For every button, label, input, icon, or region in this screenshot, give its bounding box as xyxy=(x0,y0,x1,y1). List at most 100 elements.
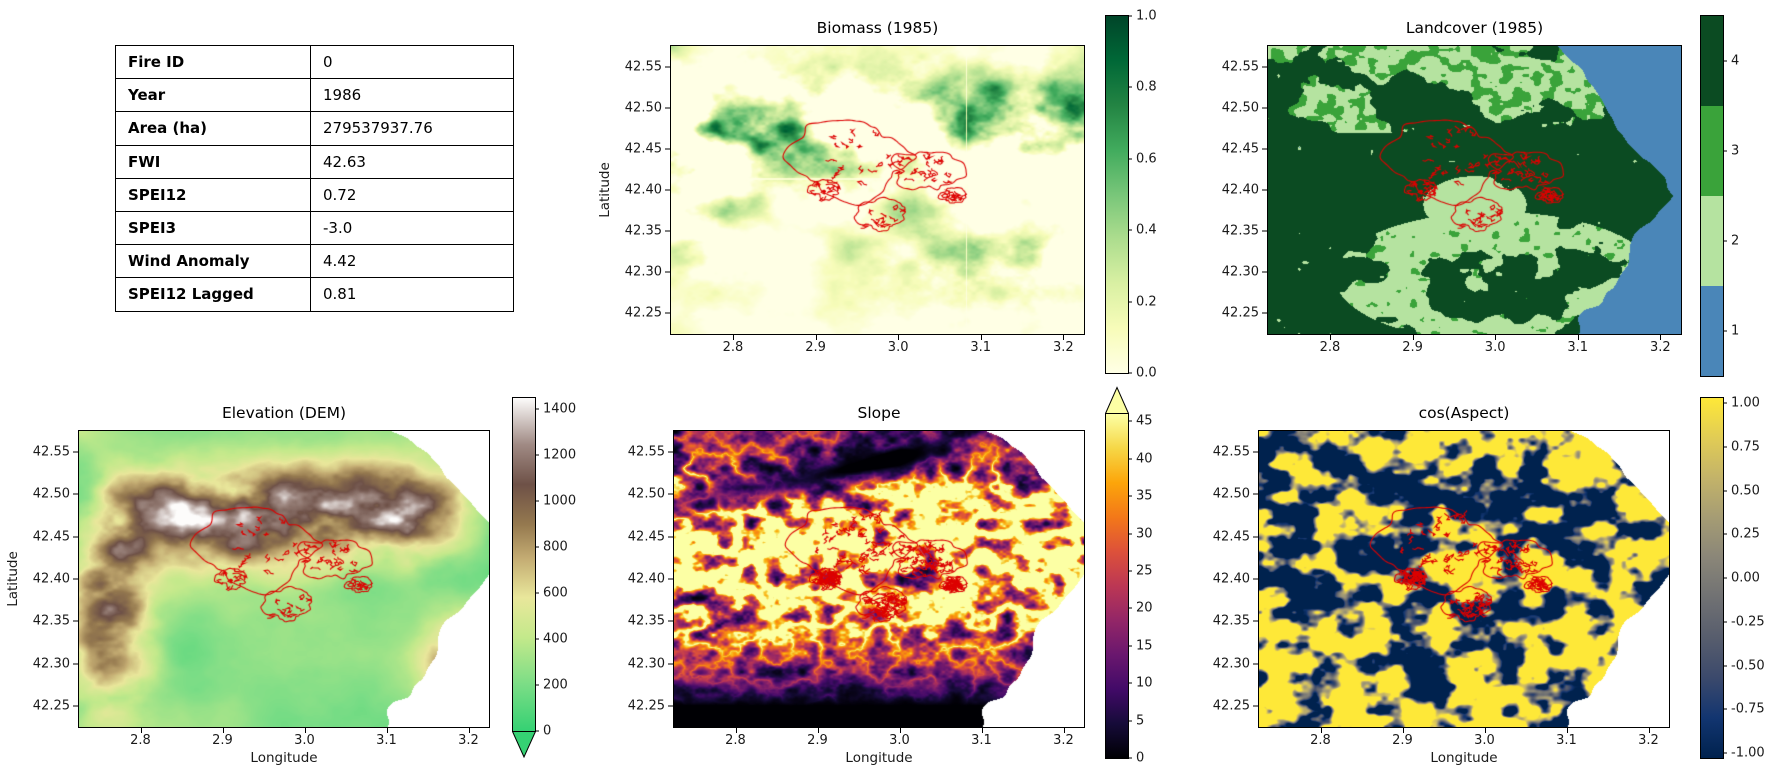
x-tick-mark xyxy=(1577,335,1579,340)
colorbar-tick-mark xyxy=(1128,682,1132,684)
biomass-map-panel: Biomass (1985) Latitude 2.8 2.9 3.0 3.1 3.2 4… xyxy=(597,19,1085,354)
y-tick-mark xyxy=(1253,705,1258,707)
colorbar-tick-label: 1200 xyxy=(543,447,577,463)
colorbar-tick-label: 35 xyxy=(1136,488,1153,504)
colorbar-tick-mark xyxy=(1723,708,1727,710)
y-tick-label: 42.45 xyxy=(627,529,665,545)
y-tick-label: 42.50 xyxy=(1221,100,1259,116)
y-tick-label: 42.40 xyxy=(627,571,665,587)
y-tick-mark xyxy=(668,536,673,538)
colorbar-tick-mark xyxy=(1128,86,1132,88)
colorbar-tick-label: 1.00 xyxy=(1731,395,1760,411)
y-tick-mark xyxy=(73,705,78,707)
x-tick-mark xyxy=(222,728,224,733)
y-tick-label: 42.35 xyxy=(1212,613,1250,629)
colorbar-tick-label: -1.00 xyxy=(1731,745,1765,761)
colorbar-tick-mark xyxy=(1128,533,1132,535)
colorbar-tick-mark xyxy=(1723,665,1727,666)
y-tick-mark xyxy=(1253,451,1258,453)
y-tick-mark xyxy=(1253,536,1258,538)
cos-aspect-colorbar: 1.00 0.75 0.50 0.25 0.00 -0.25 -0.50 -0.75 -1.00 xyxy=(1700,397,1765,760)
y-tick-mark xyxy=(668,705,673,707)
info-table-row: Wind Anomaly 4.42 xyxy=(115,244,514,279)
x-tick-label: 3.0 xyxy=(1474,733,1495,748)
x-tick-mark xyxy=(1495,335,1497,340)
colorbar-tick-label: 25 xyxy=(1136,563,1153,579)
x-tick-label: 3.1 xyxy=(1556,733,1577,748)
cos-aspect-map-panel: cos(Aspect) Longitude 2.8 2.9 3.0 3.1 3.2 42.… xyxy=(1213,404,1670,766)
info-table-label: FWI xyxy=(115,144,311,179)
colorbar-tick-label: 0.75 xyxy=(1731,439,1760,455)
slope-title: Slope xyxy=(857,404,901,422)
colorbar-tick-mark xyxy=(1128,301,1132,303)
x-tick-label: 3.2 xyxy=(1053,340,1074,355)
y-tick-label: 42.40 xyxy=(1221,182,1259,198)
x-tick-label: 2.8 xyxy=(725,733,746,748)
x-tick-mark xyxy=(898,335,900,340)
info-table-label: SPEI3 xyxy=(115,210,311,246)
y-tick-mark xyxy=(1262,312,1267,314)
x-tick-mark xyxy=(140,728,142,733)
colorbar-tick-label: -0.75 xyxy=(1731,701,1765,717)
x-tick-label: 3.2 xyxy=(1638,733,1659,748)
colorbar-tick-label: 4 xyxy=(1731,53,1740,69)
colorbar-tick-label: 0.25 xyxy=(1731,526,1760,542)
y-tick-label: 42.30 xyxy=(1221,264,1259,280)
colorbar-tick-label: 0.8 xyxy=(1136,79,1157,95)
colorbar-tick-label: 0.2 xyxy=(1136,294,1157,310)
y-tick-mark xyxy=(73,620,78,622)
info-table-row: SPEI12 0.72 xyxy=(115,177,514,212)
info-table-label: Area (ha) xyxy=(115,111,311,146)
landcover-map-panel: Landcover (1985) 2.8 2.9 3.0 3.1 3.2 42.55 42.… xyxy=(1222,19,1682,354)
elevation-map-panel: Elevation (DEM) Latitude Longitude 2.8 2.… xyxy=(5,404,490,766)
y-tick-mark xyxy=(665,189,670,191)
fire-info-table-body: Fire ID 0 Year 1986 Area (ha) 279537937.76 FWI… xyxy=(115,44,514,312)
info-table-value: 0 xyxy=(310,44,514,80)
x-tick-label: 2.8 xyxy=(1319,340,1341,355)
colorbar-extend-max-arrow xyxy=(1105,386,1129,414)
y-tick-label: 42.25 xyxy=(627,698,665,714)
cos-aspect-x-axis-label: Longitude xyxy=(1430,750,1498,766)
colorbar-tick-mark xyxy=(535,684,539,686)
y-tick-label: 42.30 xyxy=(1212,656,1250,672)
info-table-row: SPEI12 Lagged 0.81 xyxy=(115,277,514,312)
info-table-label: Wind Anomaly xyxy=(115,244,311,279)
colorbar-tick-label: 1.0 xyxy=(1136,8,1157,24)
x-tick-label: 2.9 xyxy=(1392,733,1413,748)
colorbar-tick-mark xyxy=(1128,15,1132,17)
y-tick-label: 42.45 xyxy=(32,529,70,545)
x-tick-mark xyxy=(468,728,470,733)
colorbar-tick-label: -0.25 xyxy=(1731,614,1765,630)
x-tick-label: 2.9 xyxy=(1402,340,1423,355)
x-tick-mark xyxy=(1484,728,1486,733)
colorbar-tick-mark xyxy=(1128,495,1132,497)
colorbar-tick-mark xyxy=(1128,458,1132,460)
colorbar-tick-label: 800 xyxy=(543,539,568,555)
landcover-class-swatch xyxy=(1701,106,1723,196)
colorbar-tick-mark xyxy=(1723,577,1727,579)
y-tick-mark xyxy=(1262,148,1267,150)
colorbar-tick-label: 0.0 xyxy=(1136,365,1157,381)
colorbar-tick-mark xyxy=(535,592,539,594)
y-tick-mark xyxy=(1253,620,1258,622)
elevation-x-axis-label: Longitude xyxy=(250,750,318,766)
colorbar-tick-label: 45 xyxy=(1136,413,1153,429)
colorbar-tick-label: 1 xyxy=(1731,323,1740,339)
x-tick-label: 2.8 xyxy=(1310,733,1331,748)
info-table-value: 279537937.76 xyxy=(310,111,514,146)
colorbar-tick-mark xyxy=(1723,446,1727,448)
colorbar-tick-mark xyxy=(1128,229,1132,231)
colorbar-tick-mark xyxy=(1128,607,1132,609)
y-tick-mark xyxy=(1253,578,1258,580)
x-tick-label: 3.0 xyxy=(889,733,910,748)
y-tick-mark xyxy=(665,230,670,232)
y-tick-mark xyxy=(73,536,78,538)
x-tick-label: 2.9 xyxy=(805,340,826,355)
y-tick-mark xyxy=(668,620,673,622)
x-tick-label: 2.9 xyxy=(212,733,233,748)
info-table-label: Year xyxy=(115,78,311,113)
y-tick-label: 42.35 xyxy=(1221,223,1259,239)
x-tick-mark xyxy=(386,728,388,733)
info-table-label: SPEI12 Lagged xyxy=(115,277,311,312)
colorbar-tick-mark xyxy=(535,408,539,410)
